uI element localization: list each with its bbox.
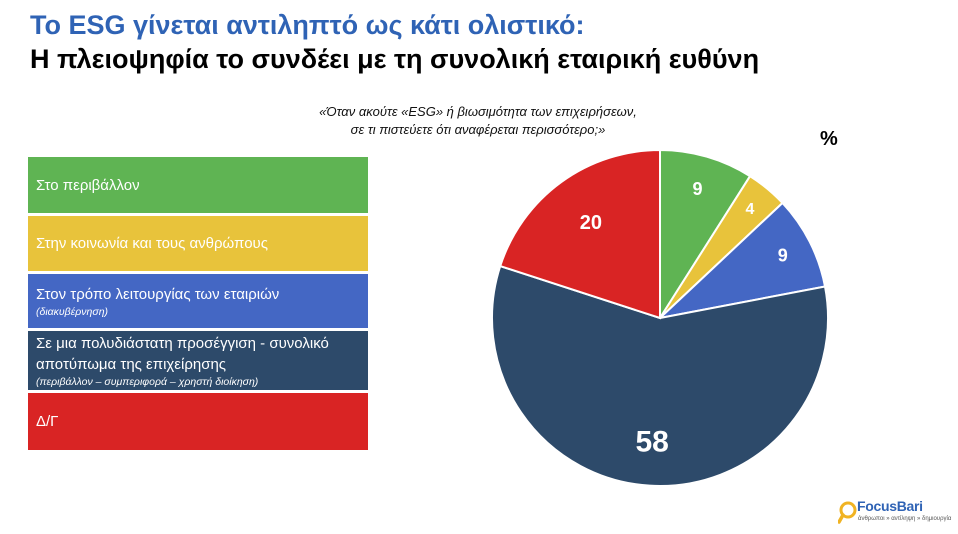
logo-tagline: άνθρωποι » αντίληψη » δημιουργία	[858, 516, 952, 522]
legend-item-society: Στην κοινωνία και τους ανθρώπους	[28, 216, 368, 274]
legend-label: Στο περιβάλλον	[36, 176, 140, 194]
pie-chart: 9 4 9 58 20	[491, 148, 829, 487]
magnifier-icon	[838, 501, 857, 524]
legend: Στο περιβάλλον Στην κοινωνία και τους αν…	[28, 157, 368, 450]
title-line-2: Η πλειοψηφία το συνδέει με τη συνολική ε…	[30, 44, 760, 74]
pie-data-label: 4	[746, 201, 755, 218]
pie-slice	[659, 148, 752, 322]
pie-data-label: 58	[636, 426, 669, 459]
legend-item-dont-know: Δ/Γ	[28, 393, 368, 450]
pie-data-label: 9	[692, 179, 702, 199]
legend-item-governance: Στον τρόπο λειτουργίας των εταιριών (δια…	[28, 274, 368, 331]
legend-sublabel: (περιβάλλον – συμπεριφορά – χρηστή διοίκ…	[36, 375, 259, 388]
survey-question: «Όταν ακούτε «ESG» ή βιωσιμότητα των επι…	[268, 103, 688, 139]
unit-label: %	[820, 128, 838, 150]
focusbari-logo: FocusBari άνθρωποι » αντίληψη » δημιουργ…	[838, 498, 956, 530]
question-line-2: σε τι πιστεύετε ότι αναφέρεται περισσότε…	[350, 122, 606, 137]
legend-sublabel: (διακυβέρνηση)	[36, 305, 109, 318]
legend-item-holistic: Σε μια πολυδιάστατη προσέγγιση - συνολικ…	[28, 331, 368, 393]
legend-item-environment: Στο περιβάλλον	[28, 157, 368, 216]
legend-label: Σε μια πολυδιάστατη προσέγγιση - συνολικ…	[36, 334, 329, 373]
logo-name: FocusBari	[857, 498, 923, 514]
legend-label: Στον τρόπο λειτουργίας των εταιριών	[36, 285, 280, 303]
pie-slice	[656, 201, 827, 320]
pie-data-label: 9	[778, 245, 788, 265]
legend-label: Δ/Γ	[36, 413, 59, 430]
title-line-1: Το ESG γίνεται αντιληπτό ως κάτι ολιστικ…	[30, 10, 585, 40]
legend-label: Στην κοινωνία και τους ανθρώπους	[36, 235, 268, 252]
question-line-1: «Όταν ακούτε «ESG» ή βιωσιμότητα των επι…	[319, 104, 637, 119]
pie-slice	[498, 148, 661, 320]
pie-data-label: 20	[580, 212, 602, 234]
pie-slice	[491, 264, 829, 487]
